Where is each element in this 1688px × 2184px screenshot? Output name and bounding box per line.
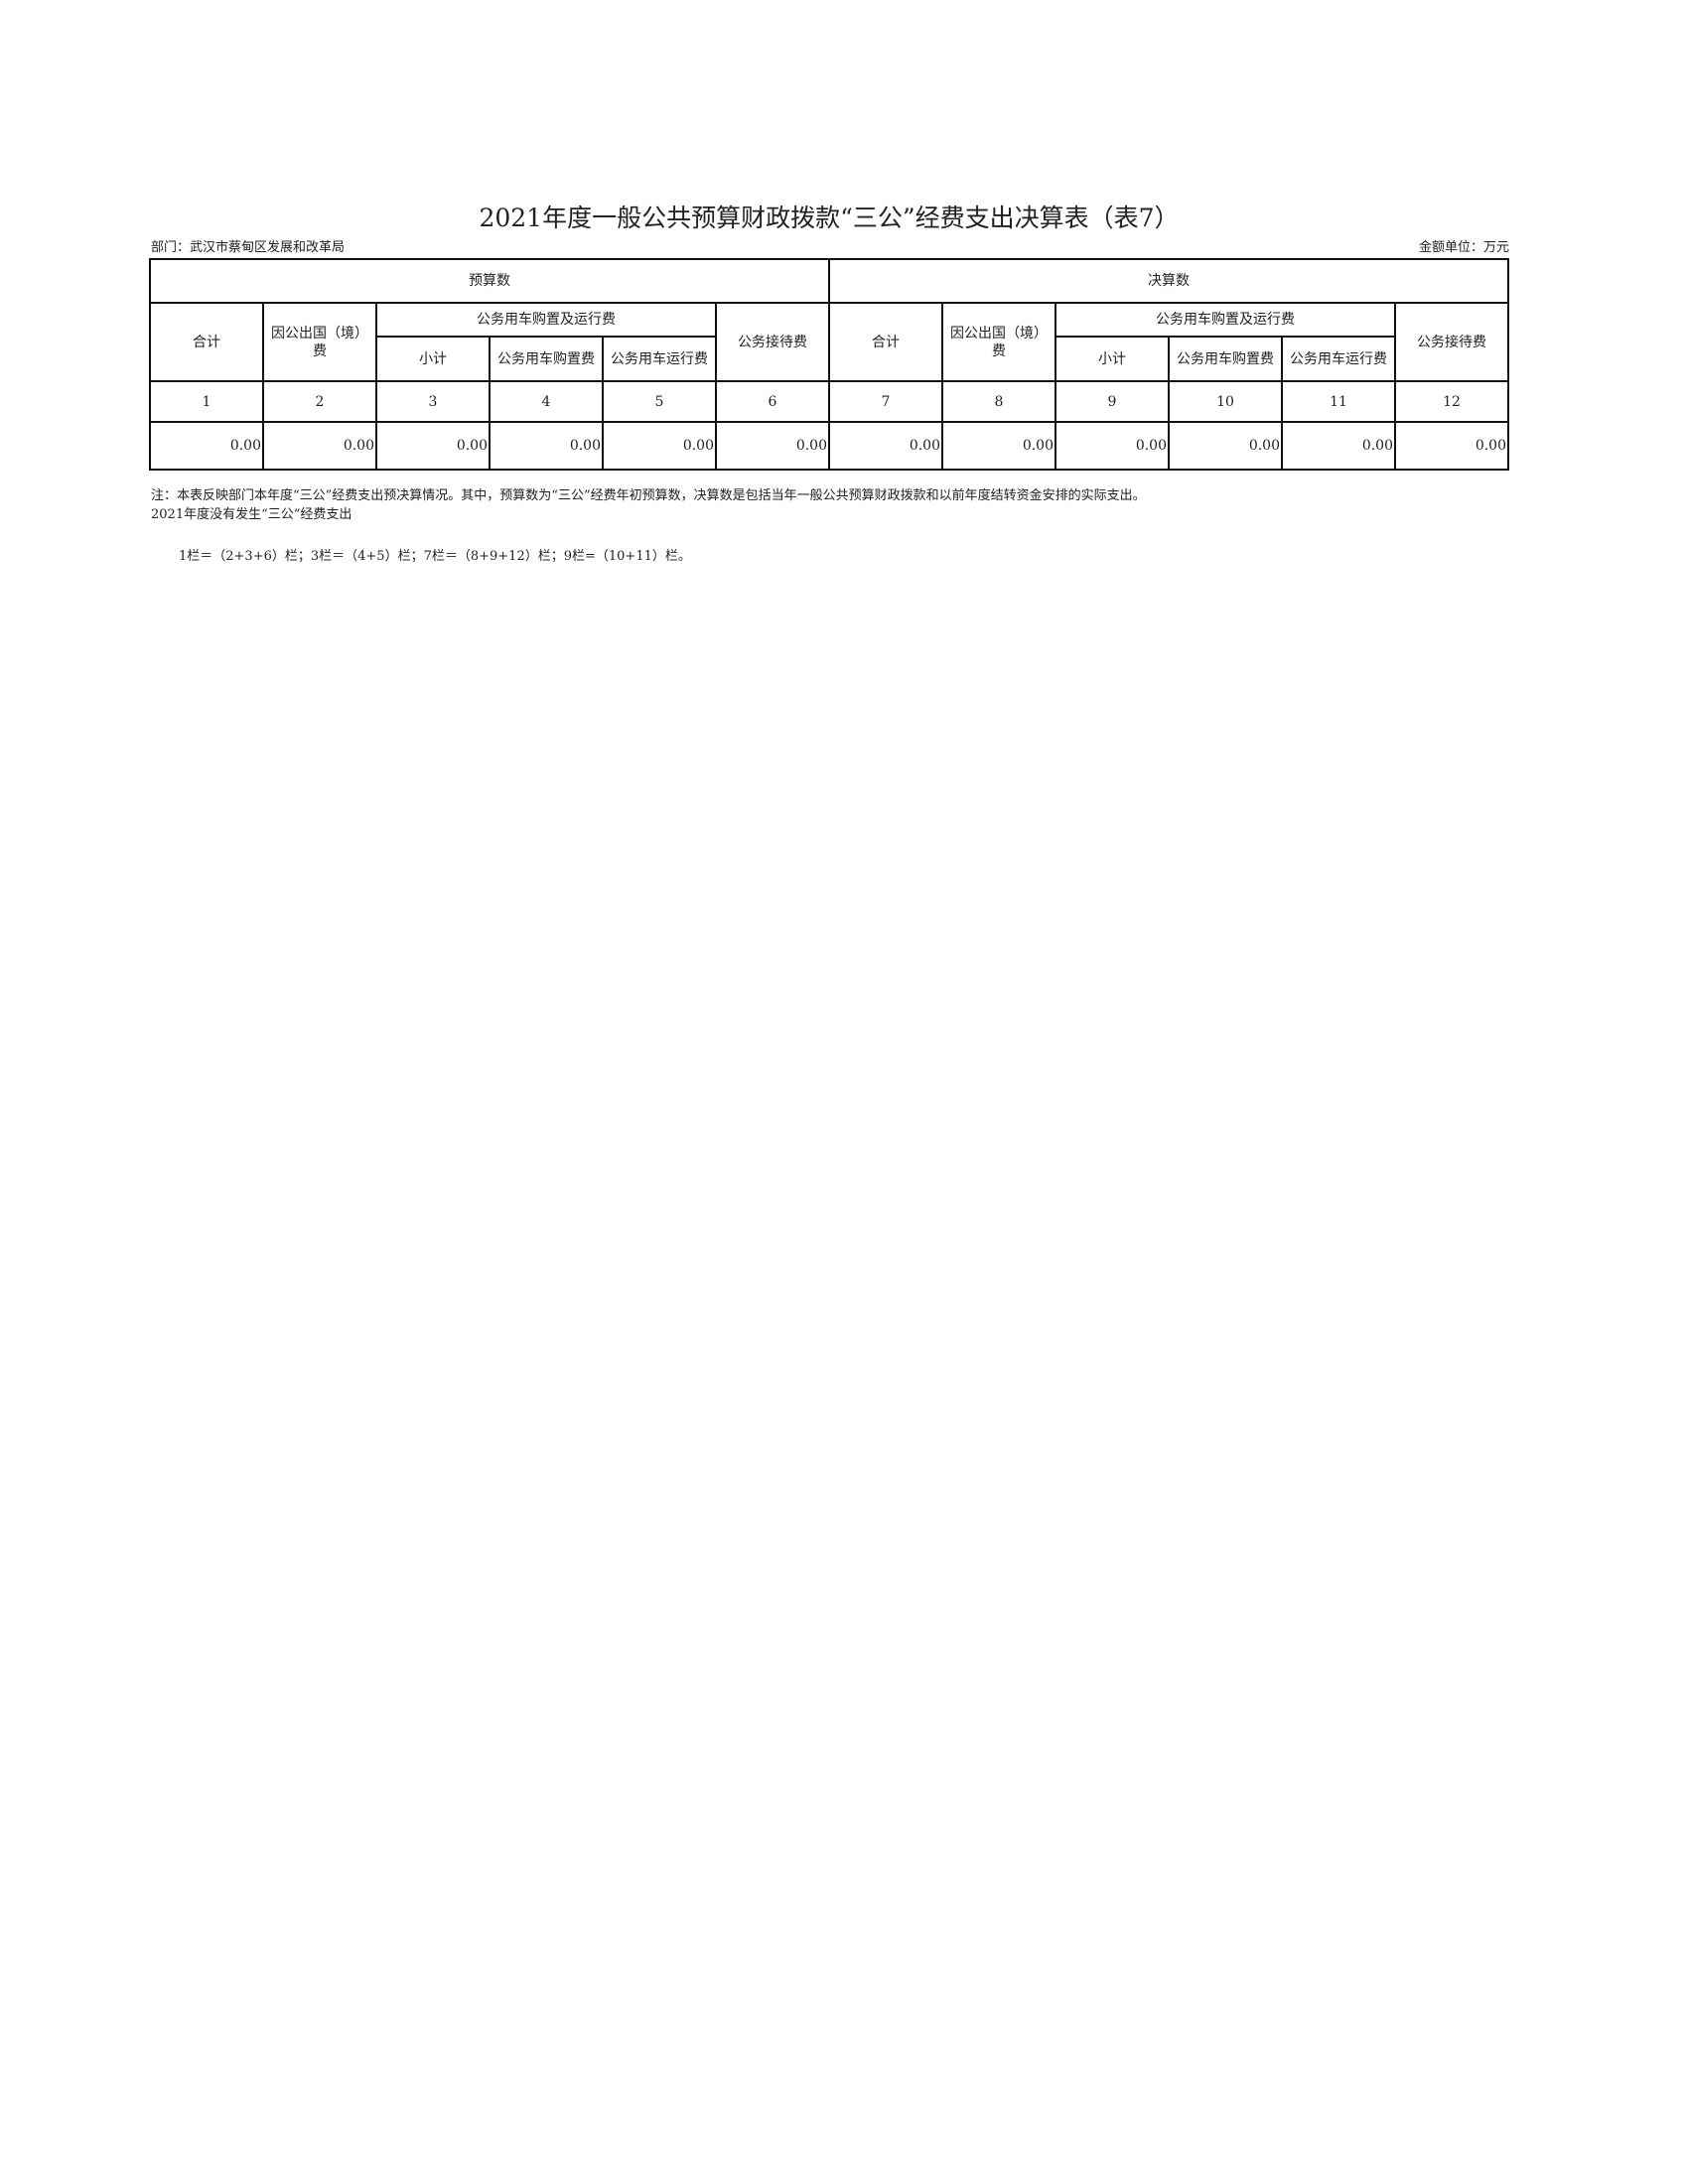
value-cell: 0.00 [489,421,604,471]
group-final: 决算数 [828,258,1509,304]
value-cell: 0.00 [715,421,830,471]
column-number: 6 [715,380,830,423]
header-total: 合计 [149,302,264,382]
column-number: 7 [828,380,943,423]
column-number: 5 [602,380,717,423]
column-number: 8 [941,380,1056,423]
note-2: 2021年度没有发生“三公”经费支出 [151,507,352,522]
value-cell: 0.00 [375,421,491,471]
column-number: 9 [1055,380,1170,423]
header-reception: 公务接待费 [715,302,830,382]
header-operation: 公务用车运行费 [1281,336,1396,382]
header-vehicle: 公务用车购置及运行费 [1055,302,1396,338]
column-number: 1 [149,380,264,423]
department-label: 部门：武汉市蔡甸区发展和改革局 [151,240,346,255]
value-cell: 0.00 [262,421,377,471]
header-abroad: 因公出国（境）费 [941,302,1056,382]
note-formula: 1栏＝（2+3+6）栏；3栏＝（4+5）栏；7栏＝（8+9+12）栏；9栏=（1… [179,549,691,564]
column-number: 11 [1281,380,1396,423]
page-title: 2021年度一般公共预算财政拨款“三公”经费支出决算表（表7） [479,204,1180,232]
unit-label: 金额单位：万元 [1418,240,1509,255]
header-vehicle: 公务用车购置及运行费 [375,302,717,338]
value-cell: 0.00 [1281,421,1396,471]
header-abroad: 因公出国（境）费 [262,302,377,382]
value-cell: 0.00 [149,421,264,471]
value-cell: 0.00 [602,421,717,471]
header-reception: 公务接待费 [1394,302,1509,382]
column-number: 2 [262,380,377,423]
header-subtotal: 小计 [1055,336,1170,382]
value-cell: 0.00 [1055,421,1170,471]
column-number: 12 [1394,380,1509,423]
header-operation: 公务用车运行费 [602,336,717,382]
header-total: 合计 [828,302,943,382]
value-cell: 0.00 [941,421,1056,471]
column-number: 10 [1168,380,1283,423]
value-cell: 0.00 [1394,421,1509,471]
value-cell: 0.00 [828,421,943,471]
group-budget: 预算数 [149,258,830,304]
column-number: 3 [375,380,491,423]
header-purchase: 公务用车购置费 [489,336,604,382]
header-subtotal: 小计 [375,336,491,382]
expense-table: 预算数 决算数 合计 因公出国（境）费 公务用车购置及运行费 公务接待费 合计 因… [149,258,1509,471]
value-cell: 0.00 [1168,421,1283,471]
header-purchase: 公务用车购置费 [1168,336,1283,382]
column-number: 4 [489,380,604,423]
note-1: 注：本表反映部门本年度“三公”经费支出预决算情况。其中，预算数为“三公”经费年初… [151,488,1146,503]
